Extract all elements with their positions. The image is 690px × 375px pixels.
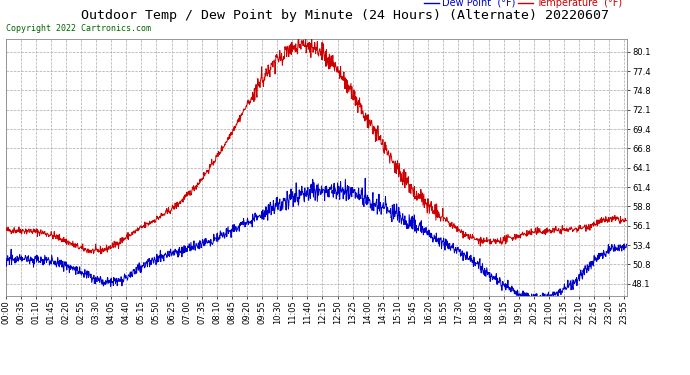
- Text: Copyright 2022 Cartronics.com: Copyright 2022 Cartronics.com: [6, 24, 150, 33]
- Text: Outdoor Temp / Dew Point by Minute (24 Hours) (Alternate) 20220607: Outdoor Temp / Dew Point by Minute (24 H…: [81, 9, 609, 22]
- Legend: Dew Point  (°F), Temperature  (°F): Dew Point (°F), Temperature (°F): [424, 0, 622, 8]
